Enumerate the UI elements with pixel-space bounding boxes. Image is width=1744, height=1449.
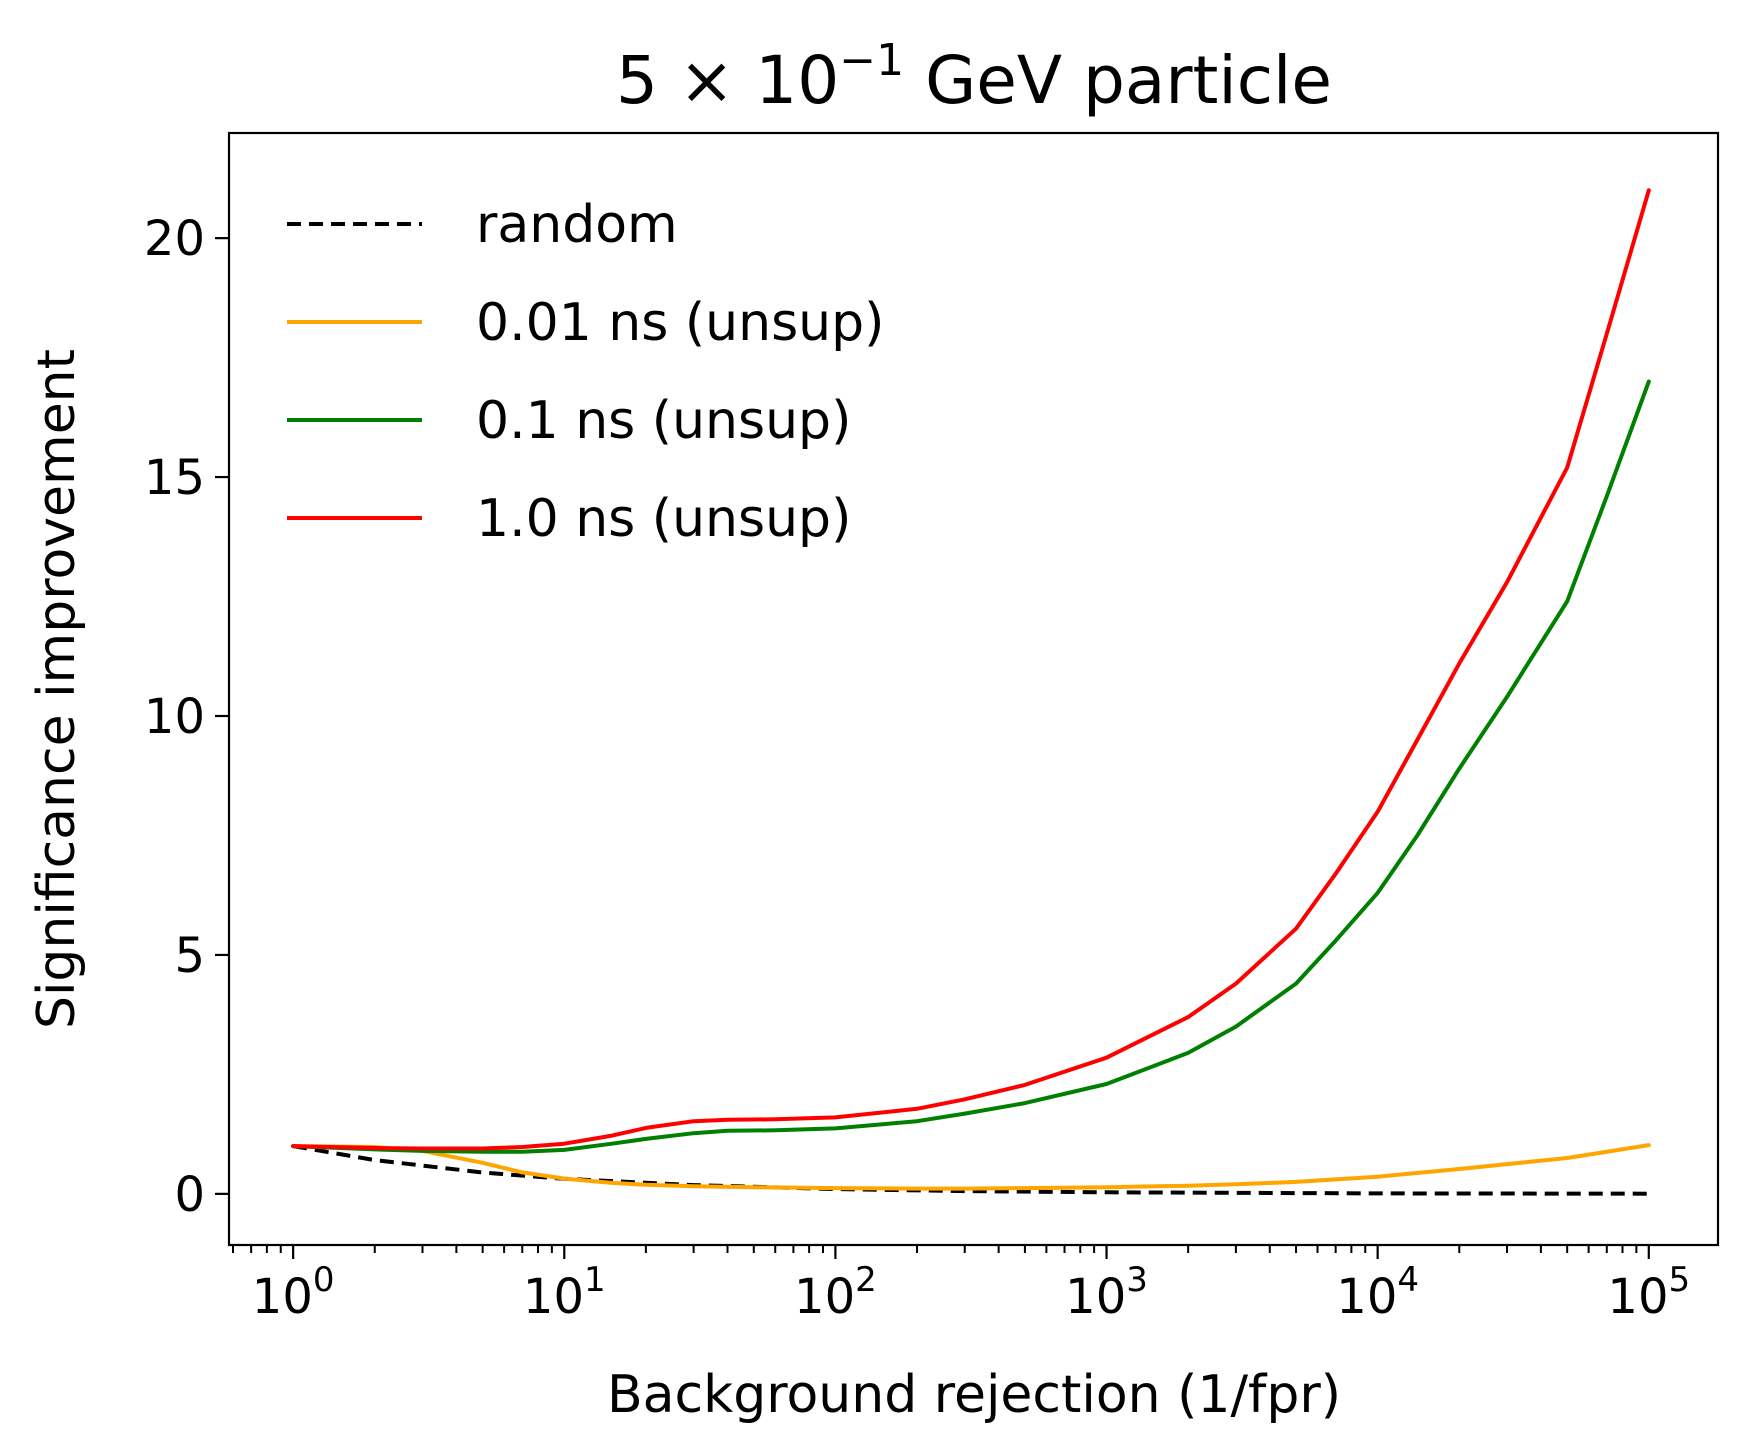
y-tick-label: 0 [174,1167,205,1223]
chart-title: 5 × 10−1 GeV particle [616,35,1332,119]
legend-label: 1.0 ns (unsup) [476,489,851,549]
plot-frame [227,131,1720,1247]
chart-title-suffix: GeV particle [904,42,1332,119]
y-tick-label: 15 [144,450,205,506]
x-axis-label: Background rejection (1/fpr) [607,1365,1341,1425]
series-layer [291,188,1651,1196]
x-tick-label: 102 [794,1260,877,1325]
x-tick-label: 101 [523,1260,606,1325]
legend-label: 0.01 ns (unsup) [476,293,884,353]
x-tick-label: 100 [252,1260,335,1325]
y-axis: 0 5 10 15 20 [144,211,229,1223]
y-tick-label: 5 [174,928,205,984]
series-line-0-01-ns-unsup [291,1143,1651,1191]
chart-title-mantissa: 5 × 10 [616,42,839,119]
y-tick-label: 10 [144,689,205,745]
x-tick-label: 105 [1607,1260,1690,1325]
y-tick-label: 20 [144,211,205,267]
series-line-0-1-ns-unsup [291,379,1651,1154]
x-axis: 100 101 102 103 104 105 [231,1245,1690,1325]
x-tick-label: 104 [1336,1260,1419,1325]
legend-label: random [476,195,678,255]
chart-title-exponent: −1 [839,35,904,86]
legend: random 0.01 ns (unsup) 0.1 ns (unsup) 1.0 n… [287,195,884,549]
legend-label: 0.1 ns (unsup) [476,391,851,451]
x-tick-label: 103 [1065,1260,1148,1325]
series-line-1-0-ns-unsup [291,188,1651,1151]
y-axis-label: Significance improvement [27,349,87,1029]
